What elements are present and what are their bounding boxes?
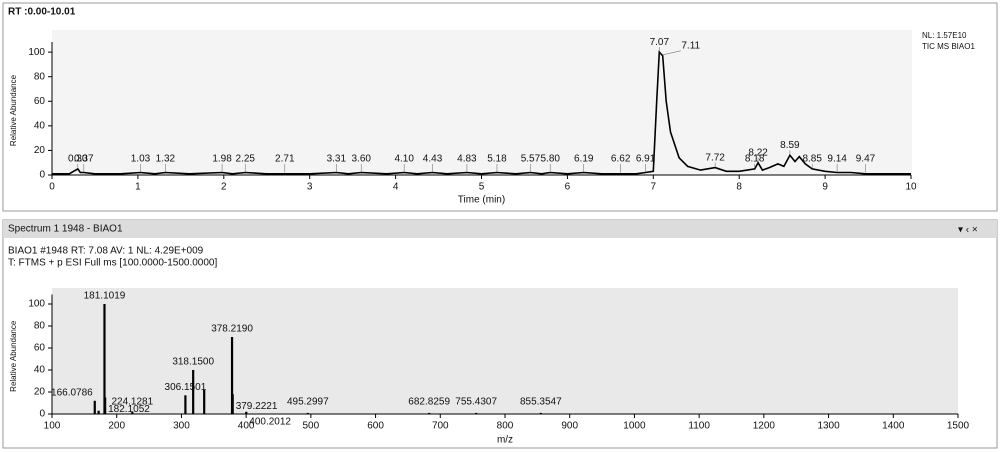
x-tick-label: 10 [905,182,917,193]
x-tick-label: 900 [561,421,578,432]
x-tick-label: 1000 [623,421,646,432]
panel-header: RT :0.00-10.01 [8,7,76,18]
peak-label: 3.60 [352,154,372,165]
panel-controls[interactable]: ▾ ‹ × [958,225,978,236]
y-tick-label: 60 [34,96,46,107]
mass-label: 378.2190 [211,324,253,335]
panel-note: NL: 1.57E10 [922,31,967,40]
peak-label: 2.25 [236,154,256,165]
y-axis-label: Relative Abundance [9,320,18,392]
mass-label: 224.1281 [111,397,153,408]
x-tick-label: 1100 [688,421,710,432]
peak-label: 0.37 [74,154,94,165]
x-tick-label: 8 [736,182,742,193]
mass-label: 318.1500 [172,357,214,368]
x-tick-label: 1300 [817,421,840,432]
peak-label: 6.91 [636,154,656,165]
peak-label: 6.19 [574,154,594,165]
peak-label: 8.85 [802,153,822,164]
x-tick-label: 1400 [882,421,905,432]
peak-label: 3.31 [327,154,347,165]
peak-label: 5.18 [487,154,507,165]
x-tick-label: 100 [44,421,61,432]
x-tick-label: 5 [479,182,485,193]
peak-label: 4.10 [394,154,414,165]
y-tick-label: 40 [34,120,46,131]
x-tick-label: 1500 [947,421,970,432]
y-tick-label: 100 [28,299,45,310]
x-tick-label: 800 [497,421,514,432]
mass-label: 495.2997 [287,397,329,408]
panel-note: T: FTMS + p ESI Full ms [100.0000-1500.0… [8,258,217,269]
peak-label: 8.59 [780,140,800,151]
mass-label: 400.2012 [249,417,291,428]
y-tick-label: 20 [34,387,46,398]
y-tick-label: 100 [28,47,45,58]
x-tick-label: 700 [432,421,449,432]
peak-label: 5.80 [540,154,560,165]
mass-label: 306.1501 [165,382,207,393]
panel-header: Spectrum 1 1948 - BIAO1 [8,224,123,235]
x-tick-label: 7 [651,182,657,193]
y-tick-label: 80 [34,321,46,332]
x-tick-label: 300 [173,421,190,432]
peak-label: 6.62 [611,154,631,165]
peak-label: 1.32 [156,154,176,165]
plot-background [52,30,912,175]
x-tick-label: 1200 [753,421,776,432]
mass-label: 855.3547 [520,397,562,408]
mass-label: 379.2221 [236,401,278,412]
x-tick-label: 500 [303,421,320,432]
y-tick-label: 80 [34,71,46,82]
peak-label: 1.98 [212,154,232,165]
y-tick-label: 20 [34,145,46,156]
peak-label: 7.11 [681,40,700,51]
x-tick-label: 6 [565,182,571,193]
peak-label: 9.47 [856,154,876,165]
y-axis-label: Relative Abundance [9,74,18,146]
peak-label: 4.43 [423,154,443,165]
x-tick-label: 200 [108,421,125,432]
peak-label: 7.72 [705,152,725,163]
peak-label: 1.03 [131,154,151,165]
plot-background [52,288,958,414]
x-tick-label: 9 [822,182,828,193]
x-tick-label: 4 [393,182,399,193]
spectrum-header-bar [3,220,997,238]
peak-label: 4.83 [457,154,477,165]
peak-label: 7.07 [650,37,670,48]
y-tick-label: 60 [34,343,46,354]
mass-label: 166.0786 [51,387,93,398]
peak-label: 5.57 [521,154,541,165]
x-tick-label: 600 [367,421,384,432]
panel-note: BIAO1 #1948 RT: 7.08 AV: 1 NL: 4.29E+009 [8,246,204,257]
x-tick-label: 0 [49,182,55,193]
x-tick-label: 1 [135,182,141,193]
x-tick-label: 3 [307,182,313,193]
panel-note: TIC MS BIAO1 [922,42,975,51]
mass-label: 682.8259 [408,397,450,408]
mass-label: 181.1019 [84,291,126,302]
x-axis-label: Time (min) [458,195,505,206]
peak-label: 2.71 [275,154,295,165]
y-tick-label: 40 [34,365,46,376]
x-tick-label: 2 [221,182,227,193]
y-tick-label: 0 [39,409,45,420]
mass-label: 755.4307 [455,397,497,408]
y-tick-label: 0 [39,170,45,181]
peak-label: 9.14 [827,154,847,165]
x-axis-label: m/z [497,435,513,446]
peak-label: 8.22 [748,147,768,158]
